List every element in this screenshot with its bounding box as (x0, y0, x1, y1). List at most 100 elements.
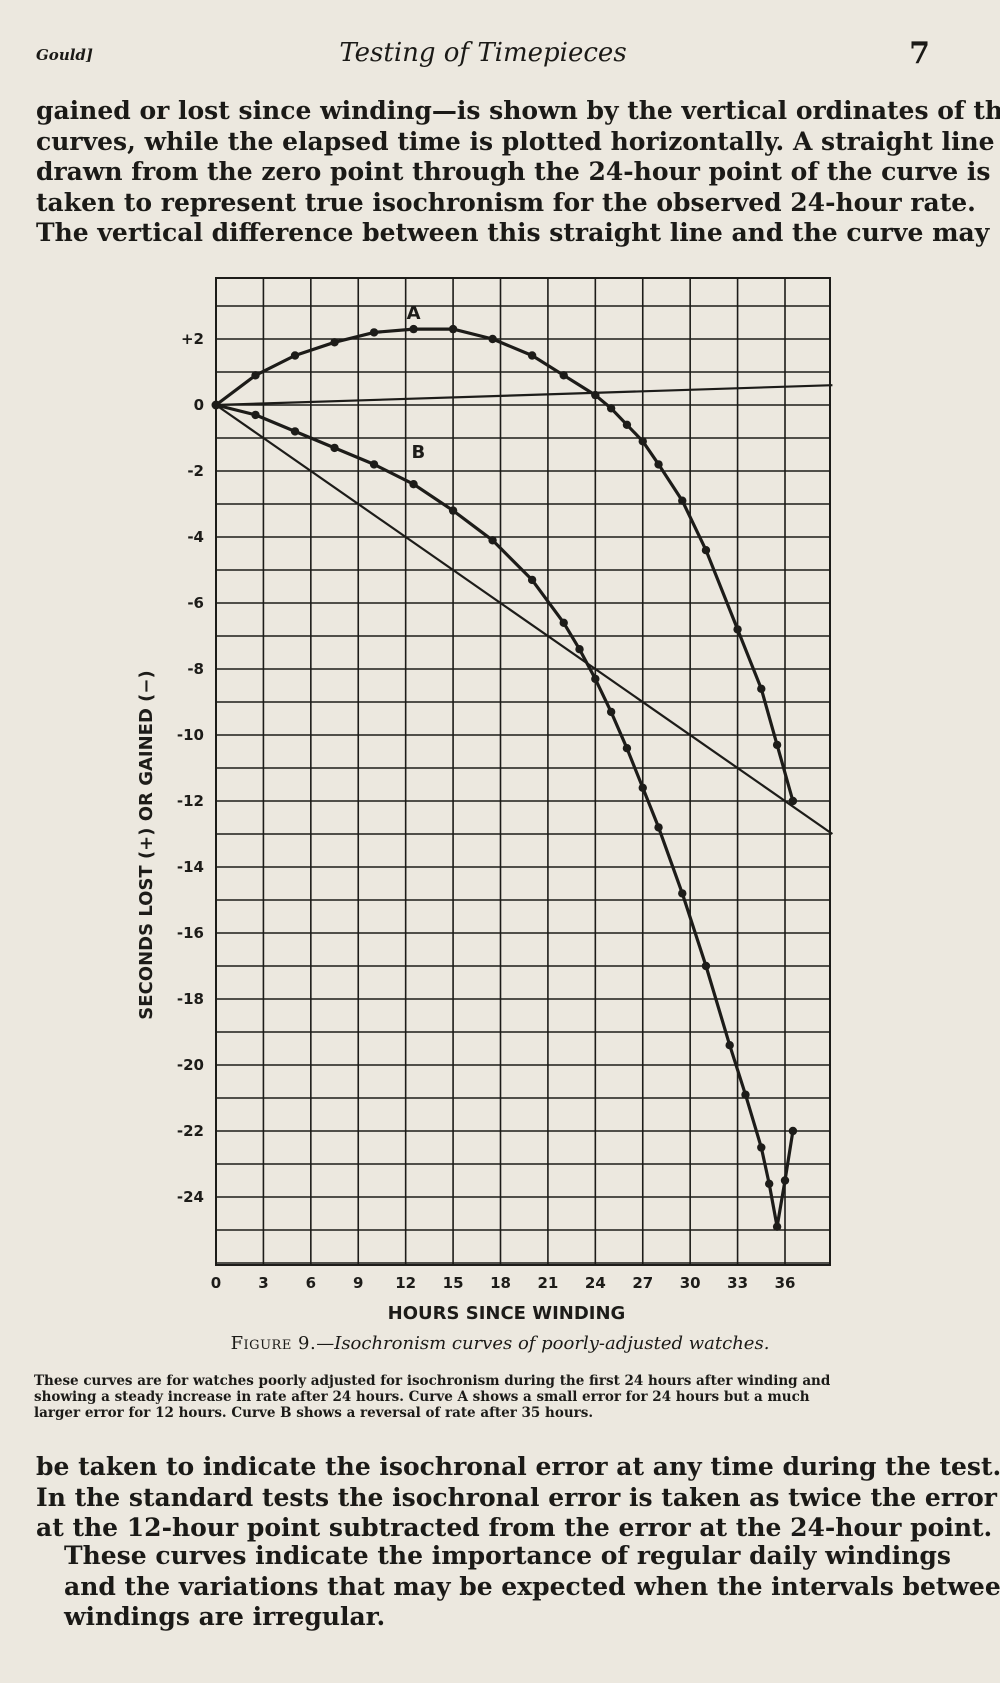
running-title: Testing of Timepieces (339, 38, 627, 68)
curve-b-point (638, 783, 647, 792)
text-line: drawn from the zero point through the 24… (36, 157, 991, 186)
curve-b-point (772, 1222, 782, 1231)
curve-b-point (780, 1176, 790, 1185)
y-tick-label: -6 (187, 594, 204, 612)
curve-b-point (622, 744, 632, 753)
note-line: These curves are for watches poorly adju… (34, 1373, 831, 1389)
curve-a-point (527, 351, 537, 360)
x-tick-label: 21 (537, 1274, 558, 1292)
paragraph-bottom: be taken to indicate the isochronal erro… (36, 1452, 1000, 1544)
y-tick-label: -14 (177, 858, 204, 876)
curve-b-point (369, 460, 379, 469)
y-tick-label: -22 (177, 1122, 204, 1140)
paragraph-top: gained or lost since winding—is shown by… (36, 96, 1000, 249)
text-line: be taken to indicate the isochronal erro… (36, 1452, 1000, 1481)
x-tick-label: 9 (353, 1274, 363, 1292)
curve-b-point (701, 961, 711, 971)
x-tick-label: 24 (585, 1274, 606, 1292)
curve-a-line (215, 327, 795, 802)
x-tick-label: 18 (490, 1274, 511, 1292)
y-tick-label: 0 (194, 396, 204, 414)
curve-b-point (764, 1179, 774, 1188)
y-axis-title: SECONDS LOST (+) OR GAINED (−) (136, 670, 157, 1019)
x-tick-label: 33 (727, 1274, 748, 1292)
curve-b-point (575, 645, 584, 654)
curve-a-point (701, 546, 711, 555)
text-line: at the 12-hour point subtracted from the… (36, 1513, 993, 1542)
reference-line (215, 384, 833, 407)
curve-a-point (330, 338, 339, 347)
running-header: Gould] Testing of Timepieces 7 (36, 36, 930, 76)
note-line: showing a steady increase in rate after … (34, 1389, 810, 1405)
curve-b-point (741, 1090, 750, 1099)
y-tick-label: +2 (181, 330, 204, 348)
author-name: Gould] (36, 46, 94, 64)
curve-a-label: A (407, 303, 421, 324)
page-number: 7 (909, 36, 930, 71)
note-line: larger error for 12 hours. Curve B shows… (34, 1405, 594, 1421)
x-tick-label: 27 (632, 1274, 653, 1292)
curve-b-point (448, 506, 458, 515)
curve-a-point (559, 371, 568, 380)
x-axis-title: HOURS SINCE WINDING (388, 1303, 626, 1320)
text-line: windings are irregular. (64, 1602, 386, 1631)
curve-b-line (215, 403, 795, 1229)
curve-b-point (251, 410, 260, 420)
x-tick-label: 15 (443, 1274, 464, 1292)
curve-b-point (409, 480, 418, 489)
curve-b-point (757, 1143, 766, 1152)
curve-b-point (654, 823, 663, 832)
curve-b-point (488, 536, 497, 545)
curve-a-point (757, 684, 766, 693)
curve-a-point (733, 625, 742, 634)
curve-a-point (251, 371, 260, 380)
curve-b-point (678, 889, 687, 898)
figure-caption: Figure 9.—Isochronism curves of poorly-a… (230, 1333, 770, 1354)
curve-b-point (330, 443, 339, 453)
curve-a-point (448, 324, 458, 334)
text-line: gained or lost since winding—is shown by… (36, 96, 1000, 125)
curve-a-point (638, 437, 647, 446)
curve-b-point (725, 1041, 734, 1050)
figure-caption-text: Isochronism curves of poorly-adjusted wa… (334, 1333, 770, 1354)
y-tick-label: -16 (177, 924, 204, 942)
text-line: and the variations that may be expected … (64, 1571, 1000, 1601)
figure-note: These curves are for watches poorly adju… (34, 1373, 934, 1421)
curve-b-point (788, 1126, 798, 1136)
y-tick-label: -12 (177, 792, 204, 810)
x-tick-label: 36 (775, 1274, 796, 1292)
curve-b-point (527, 575, 537, 585)
x-tick-label: 6 (306, 1274, 316, 1292)
y-tick-label: -10 (177, 726, 204, 744)
curve-a-point (409, 324, 418, 334)
paragraph-final: These curves indicate the importance of … (36, 1541, 1000, 1633)
x-tick-label: 12 (395, 1274, 416, 1292)
curve-a-point (654, 460, 663, 469)
curve-a-point (678, 496, 687, 505)
y-tick-label: -2 (187, 462, 204, 480)
y-tick-label: -8 (187, 660, 204, 678)
curve-a-point (622, 420, 632, 429)
y-tick-label: -18 (177, 990, 204, 1008)
curve-b-label: B (411, 442, 425, 463)
isochronism-chart: 0 3 6 9 12 15 18 21 24 27 30 33 36+20-2-4-6-8-10-12-… (136, 277, 834, 1320)
y-tick-label: -4 (187, 528, 204, 546)
curve-b-point (290, 427, 300, 436)
text-line: curves, while the elapsed time is plotte… (36, 126, 995, 156)
x-tick-label: 3 (258, 1274, 268, 1292)
origin-point (211, 400, 221, 410)
figure-label: Figure 9. (230, 1333, 317, 1354)
curve-b-point (591, 674, 600, 684)
curve-a-point (606, 404, 616, 413)
curve-a-point (290, 351, 300, 360)
y-tick-label: -20 (177, 1056, 204, 1074)
curve-a-point (488, 334, 497, 344)
curve-b-point (559, 618, 568, 627)
curve-b-point (606, 707, 616, 717)
text-line: taken to represent true isochronism for … (36, 187, 976, 217)
reference-line (215, 404, 834, 835)
text-line: These curves indicate the importance of … (64, 1541, 951, 1570)
text-line: In the standard tests the isochronal err… (36, 1482, 997, 1512)
x-tick-label: 30 (680, 1274, 701, 1292)
